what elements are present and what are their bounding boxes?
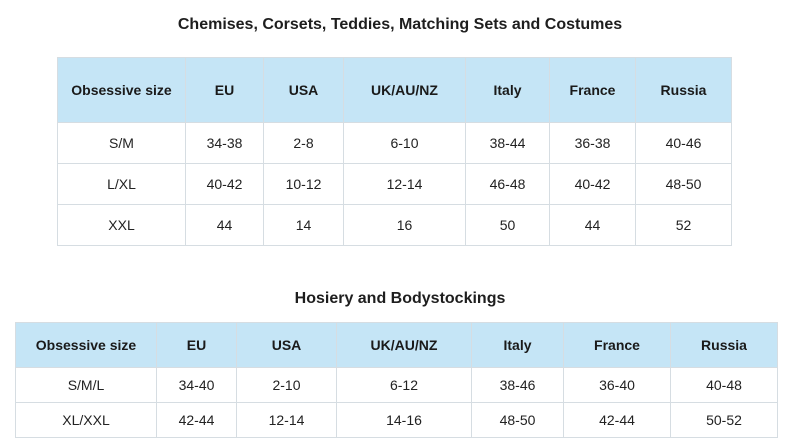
france-cell: 44: [549, 204, 636, 246]
eu-cell: 42-44: [156, 402, 237, 438]
eu-cell: 40-42: [185, 163, 264, 205]
eu-cell: 34-38: [185, 122, 264, 164]
size-cell: S/M: [57, 122, 186, 164]
russia-cell: 50-52: [670, 402, 778, 438]
france-cell: 36-40: [563, 367, 671, 403]
header-usa: USA: [263, 57, 344, 123]
table-row: XXL 44 14 16 50 44 52: [57, 204, 732, 246]
russia-cell: 40-48: [670, 367, 778, 403]
table-row: XL/XXL 42-44 12-14 14-16 48-50 42-44 50-…: [15, 402, 778, 438]
chemises-table-title: Chemises, Corsets, Teddies, Matching Set…: [177, 16, 623, 33]
italy-cell: 46-48: [465, 163, 550, 205]
table-row: S/M 34-38 2-8 6-10 38-44 36-38 40-46: [57, 122, 732, 164]
usa-cell: 10-12: [263, 163, 344, 205]
header-italy: Italy: [465, 57, 550, 123]
header-italy: Italy: [471, 322, 564, 368]
header-obsessive-size: Obsessive size: [15, 322, 157, 368]
header-obsessive-size: Obsessive size: [57, 57, 186, 123]
usa-cell: 2-10: [236, 367, 337, 403]
russia-cell: 40-46: [635, 122, 732, 164]
header-usa: USA: [236, 322, 337, 368]
usa-cell: 14: [263, 204, 344, 246]
table-header-row: Obsessive size EU USA UK/AU/NZ Italy Fra…: [15, 322, 778, 368]
header-uk-au-nz: UK/AU/NZ: [343, 57, 466, 123]
header-france: France: [549, 57, 636, 123]
france-cell: 42-44: [563, 402, 671, 438]
uk-cell: 6-12: [336, 367, 472, 403]
header-eu: EU: [156, 322, 237, 368]
usa-cell: 2-8: [263, 122, 344, 164]
header-russia: Russia: [670, 322, 778, 368]
italy-cell: 48-50: [471, 402, 564, 438]
france-cell: 40-42: [549, 163, 636, 205]
hosiery-table-title: Hosiery and Bodystockings: [294, 290, 506, 307]
uk-cell: 14-16: [336, 402, 472, 438]
header-russia: Russia: [635, 57, 732, 123]
russia-cell: 48-50: [635, 163, 732, 205]
size-cell: L/XL: [57, 163, 186, 205]
size-cell: S/M/L: [15, 367, 157, 403]
header-uk-au-nz: UK/AU/NZ: [336, 322, 472, 368]
table-header-row: Obsessive size EU USA UK/AU/NZ Italy Fra…: [57, 57, 732, 123]
russia-cell: 52: [635, 204, 732, 246]
eu-cell: 44: [185, 204, 264, 246]
size-cell: XXL: [57, 204, 186, 246]
chemises-size-table: Obsessive size EU USA UK/AU/NZ Italy Fra…: [57, 57, 732, 246]
size-cell: XL/XXL: [15, 402, 157, 438]
uk-cell: 12-14: [343, 163, 466, 205]
italy-cell: 38-44: [465, 122, 550, 164]
header-france: France: [563, 322, 671, 368]
table-row: S/M/L 34-40 2-10 6-12 38-46 36-40 40-48: [15, 367, 778, 403]
usa-cell: 12-14: [236, 402, 337, 438]
italy-cell: 38-46: [471, 367, 564, 403]
hosiery-size-table: Obsessive size EU USA UK/AU/NZ Italy Fra…: [15, 322, 778, 438]
eu-cell: 34-40: [156, 367, 237, 403]
header-eu: EU: [185, 57, 264, 123]
uk-cell: 16: [343, 204, 466, 246]
uk-cell: 6-10: [343, 122, 466, 164]
italy-cell: 50: [465, 204, 550, 246]
table-row: L/XL 40-42 10-12 12-14 46-48 40-42 48-50: [57, 163, 732, 205]
france-cell: 36-38: [549, 122, 636, 164]
